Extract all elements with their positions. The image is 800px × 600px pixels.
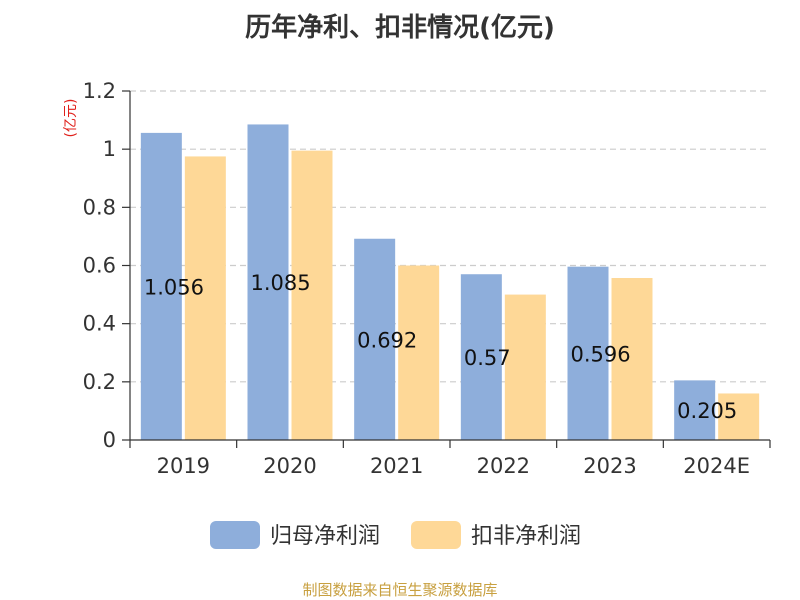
x-tick-label: 2019 bbox=[157, 454, 210, 478]
y-tick-label: 0 bbox=[103, 428, 116, 452]
bar bbox=[718, 393, 760, 440]
y-axis-unit-label: (亿元) bbox=[63, 99, 79, 138]
legend-label: 扣非净利润 bbox=[471, 524, 581, 549]
y-axis-ticks: 0 0.2 0.4 0.6 0.8 1 1.2 bbox=[83, 79, 131, 452]
x-tick-label: 2024E bbox=[683, 454, 750, 478]
data-label: 0.205 bbox=[677, 399, 737, 423]
y-tick-label: 1.2 bbox=[83, 79, 116, 103]
data-label: 0.57 bbox=[464, 346, 511, 370]
y-tick-label: 0.6 bbox=[83, 254, 116, 278]
y-tick-label: 0.2 bbox=[83, 370, 116, 394]
x-tick-label: 2023 bbox=[583, 454, 636, 478]
y-tick-label: 0.8 bbox=[83, 195, 116, 219]
gridlines bbox=[130, 90, 770, 383]
bar bbox=[398, 265, 440, 440]
legend-swatch bbox=[411, 521, 461, 549]
bar bbox=[291, 150, 333, 440]
x-tick-label: 2022 bbox=[477, 454, 530, 478]
x-tick-label: 2021 bbox=[370, 454, 423, 478]
bar bbox=[611, 278, 653, 440]
legend-swatch bbox=[210, 521, 260, 549]
legend-label: 归母净利润 bbox=[270, 524, 380, 549]
legend-item[interactable]: 扣非净利润 bbox=[411, 521, 581, 549]
x-axis: 2019 2020 2021 2022 2023 2024E bbox=[129, 439, 771, 478]
bar bbox=[567, 266, 609, 440]
bar bbox=[184, 156, 226, 440]
bar bbox=[674, 380, 716, 440]
chart-title: 历年净利、扣非情况(亿元) bbox=[245, 12, 555, 43]
bar bbox=[140, 132, 182, 440]
x-tick-label: 2020 bbox=[263, 454, 316, 478]
data-labels: 1.056 1.085 0.692 0.57 0.596 0.205 bbox=[144, 271, 737, 423]
legend[interactable]: 归母净利润 扣非净利润 bbox=[210, 521, 581, 549]
data-label: 0.692 bbox=[357, 328, 417, 352]
y-tick-label: 1 bbox=[103, 137, 116, 161]
bar bbox=[460, 274, 502, 440]
data-source-note: 制图数据来自恒生聚源数据库 bbox=[302, 581, 497, 599]
bar bbox=[247, 124, 289, 440]
bar bbox=[504, 294, 546, 440]
y-tick-label: 0.4 bbox=[83, 312, 116, 336]
data-label: 1.085 bbox=[251, 271, 311, 295]
data-label: 0.596 bbox=[571, 342, 631, 366]
bar bbox=[354, 238, 396, 440]
data-label: 1.056 bbox=[144, 275, 204, 299]
bars bbox=[140, 124, 760, 440]
legend-item[interactable]: 归母净利润 bbox=[210, 521, 380, 549]
